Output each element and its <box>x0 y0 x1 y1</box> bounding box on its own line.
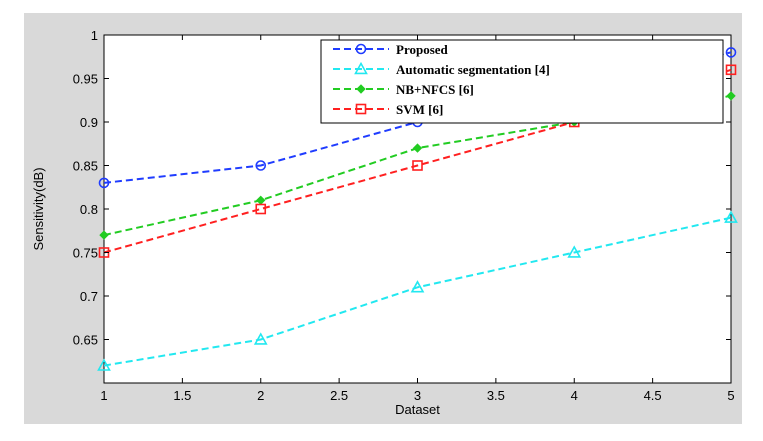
legend-swatch-point <box>355 43 367 55</box>
series-1-point <box>255 160 267 171</box>
series-2-point <box>724 210 738 223</box>
legend-label: Automatic segmentation [4] <box>396 62 550 77</box>
y-tick-label: 0.8 <box>80 202 98 217</box>
series-2-point <box>567 245 582 258</box>
y-tick-label: 0.95 <box>73 72 98 87</box>
legend-label: NB+NFCS [6] <box>396 82 474 97</box>
legend-item: SVM [6] <box>333 102 443 117</box>
legend-swatch-point <box>354 61 368 75</box>
series-1-point <box>725 47 737 58</box>
y-tick-label: 0.85 <box>73 159 98 174</box>
legend-item: NB+NFCS [6] <box>333 82 474 97</box>
y-tick-label: 1 <box>91 28 98 43</box>
x-tick-label: 4 <box>571 388 578 403</box>
legend-label: SVM [6] <box>396 102 443 117</box>
legend: Proposed Automatic segmentation [4] NB+NFC… <box>320 39 724 124</box>
x-tick-label: 3.5 <box>487 388 505 403</box>
legend-swatch-point <box>355 103 367 115</box>
legend-label: Proposed <box>396 42 449 57</box>
x-axis-label: Dataset <box>395 402 440 417</box>
series-2-point <box>97 358 111 371</box>
x-tick-label: 1 <box>100 388 107 403</box>
series-2-line <box>103 216 732 367</box>
y-tick-label: 0.7 <box>80 289 98 304</box>
x-tick-label: 2 <box>257 388 264 403</box>
x-tick-label: 3 <box>414 388 421 403</box>
x-tick-label: 5 <box>727 388 734 403</box>
series-2-point <box>253 332 268 345</box>
y-tick-label: 0.9 <box>80 115 98 130</box>
series-3-point <box>99 230 109 240</box>
legend-item: Proposed <box>333 42 449 57</box>
series-3-point <box>726 91 736 101</box>
series-2-point <box>410 280 425 293</box>
series-4-point <box>725 64 737 76</box>
x-tick-label: 1.5 <box>173 388 191 403</box>
y-axis-label: Sensitivity(dB) <box>31 167 46 250</box>
series-4-point <box>412 160 423 171</box>
legend-box <box>320 39 724 124</box>
x-tick-label: 4.5 <box>644 388 662 403</box>
legend-item: Automatic segmentation [4] <box>333 61 550 77</box>
y-tick-label: 0.75 <box>73 246 98 261</box>
legend-swatch-point <box>356 84 366 94</box>
x-tick-label: 2.5 <box>330 388 348 403</box>
series-4-point <box>255 203 267 215</box>
series-1-point <box>98 177 110 189</box>
series-2 <box>97 210 738 371</box>
y-tick-label: 0.65 <box>73 333 98 348</box>
series-3-point <box>412 143 423 153</box>
axis-ticks: 1 1.5 2 2.5 3 3.5 4 4.5 5 0.65 0.7 0.75 0.8 0.85 0.9 0.… <box>73 28 735 403</box>
